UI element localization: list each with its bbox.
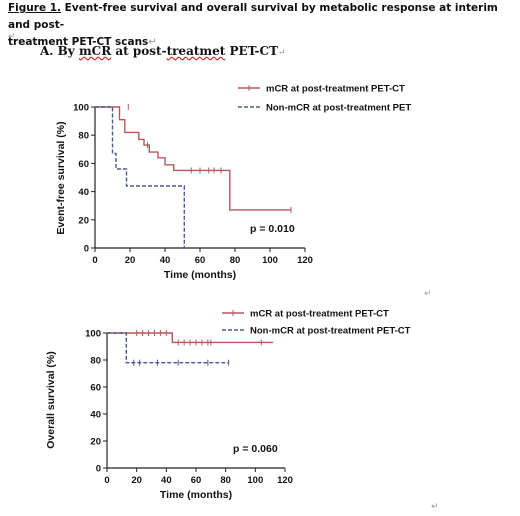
chart2-y-tick-label: 80	[90, 356, 101, 367]
caption-line2: treatment PET-CT scans	[8, 36, 149, 48]
chart1-x-tick-label: 100	[262, 255, 278, 266]
chart2-y-tick-label: 40	[90, 410, 101, 421]
chart1-y-tick-label: 100	[73, 103, 89, 114]
chart2: 0 20 40 60 80 100 0 20 40 60 80 100 120 Overall survi…	[45, 309, 411, 502]
section-mcr: mCR	[78, 44, 112, 58]
chart2-x-tick-label: 20	[131, 475, 142, 486]
chart1-p-value: p = 0.010	[250, 223, 295, 235]
chart1-x-axis-label: Time (months)	[164, 269, 236, 281]
chart2-series-2-line	[107, 332, 229, 364]
chart2-y-tick-label: 0	[96, 464, 101, 475]
chart1-series-1-legend-label: mCR at post-treatment PET-CT	[266, 84, 405, 95]
section-prefix: A. By	[40, 44, 79, 58]
chart2-x-axis-label: Time (months)	[160, 489, 232, 501]
chart2-x-tick-label: 0	[104, 475, 109, 486]
chart1-y-axis-label: Event-free survival (%)	[55, 121, 67, 234]
chart2-series-1-line	[107, 332, 274, 344]
section-suffix: PET-CT	[225, 44, 279, 58]
chart2-y-tick-label: 20	[90, 437, 101, 448]
chart1-y-tick-label: 80	[78, 131, 89, 142]
caption-line1: Event-free survival and overall survival…	[8, 2, 498, 31]
chart2-y-tick-label: 100	[85, 329, 101, 340]
chart2-x-tick-label: 80	[220, 475, 231, 486]
caption-para-mark: ↵	[148, 36, 158, 48]
chart1-x-tick-label: 120	[297, 255, 313, 266]
chart1-x-tick-label: 80	[230, 255, 241, 266]
chart2-y-tick-label: 60	[90, 383, 101, 394]
chart1-series-1-line	[95, 106, 291, 211]
figure-label: Figure 1.	[8, 2, 62, 14]
chart1-x-tick-label: 20	[125, 255, 136, 266]
chart1-x-tick-label: 40	[160, 255, 171, 266]
chart2-y-axis-label: Overall survival (%)	[45, 351, 57, 448]
section-para-mark: ↵	[278, 48, 286, 58]
chart2-x-tick-label: 60	[191, 475, 202, 486]
chart2-series-1-legend-label: mCR at post-treatment PET-CT	[250, 309, 389, 320]
chart1-para-mark: ↵	[424, 289, 432, 299]
chart1-y-tick-label: 0	[84, 244, 89, 255]
chart1: 0 20 40 60 80 100 0 20 40 60 80 100 120 Event-free su…	[55, 84, 411, 282]
chart2-x-tick-label: 120	[277, 475, 293, 486]
chart2-x-tick-label: 100	[247, 475, 263, 486]
corner-para-mark: ↵	[431, 502, 439, 512]
section-treatmet: treatmet	[166, 44, 226, 58]
section-middle: at post-	[111, 44, 167, 58]
chart1-series-2-legend-label: Non-mCR at post-treatment PET	[266, 103, 411, 114]
section-heading: A. By mCR at post-treatmet PET-CT↵	[40, 44, 286, 58]
chart1-y-tick-label: 20	[78, 215, 89, 226]
chart2-series-2-legend-label: Non-mCR at post-treatment PET-CT	[250, 326, 411, 337]
chart1-y-tick-label: 40	[78, 187, 89, 198]
paragraph-mark: ↵	[8, 32, 16, 42]
chart1-x-tick-label: 60	[195, 255, 206, 266]
chart1-y-tick-label: 60	[78, 159, 89, 170]
figure-caption: Figure 1. Event-free survival and overal…	[8, 0, 513, 51]
chart2-p-value: p = 0.060	[233, 443, 278, 455]
chart1-x-tick-label: 0	[92, 255, 97, 266]
chart2-x-tick-label: 40	[161, 475, 172, 486]
chart1-series-2-line	[95, 106, 185, 248]
